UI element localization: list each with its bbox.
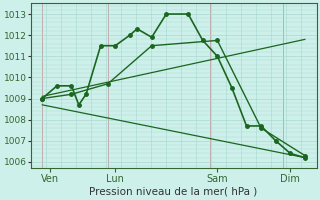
- X-axis label: Pression niveau de la mer( hPa ): Pression niveau de la mer( hPa ): [90, 187, 258, 197]
